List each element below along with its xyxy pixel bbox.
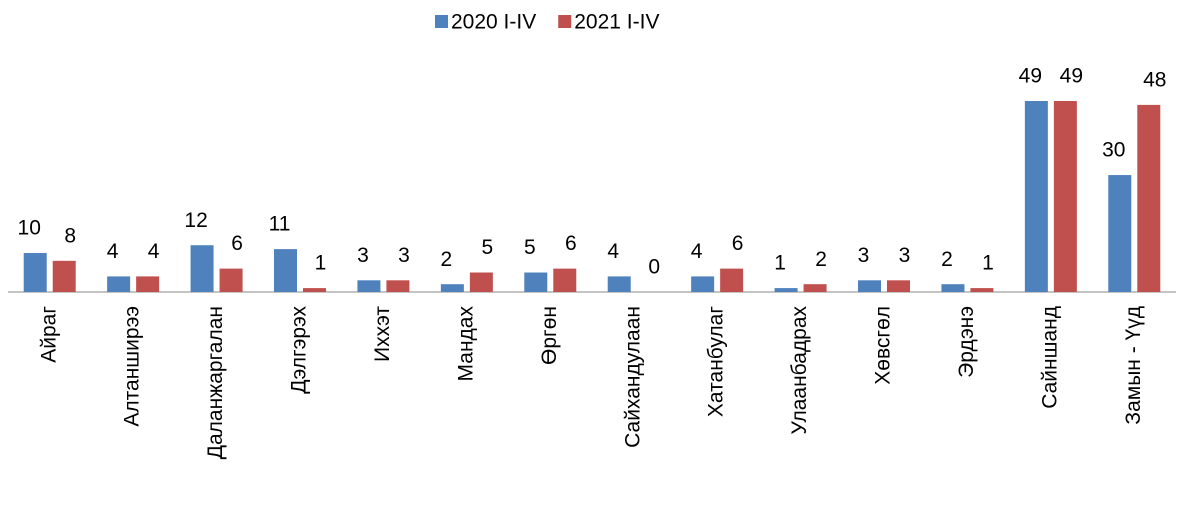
x-tick-label: Замын - Үүд — [1122, 306, 1145, 425]
data-label: 3 — [858, 244, 870, 267]
data-label: 5 — [482, 236, 494, 259]
data-label: 48 — [1143, 68, 1166, 91]
x-tick-label: Айраг — [37, 306, 60, 363]
data-label: 3 — [357, 244, 369, 267]
data-label: 1 — [982, 252, 994, 275]
bar — [1024, 101, 1048, 292]
bar — [440, 284, 464, 292]
data-label: 4 — [107, 240, 119, 263]
x-tick-label: Алтанширээ — [121, 306, 144, 427]
x-tick-label: Сайншанд — [1038, 306, 1061, 409]
bar — [107, 276, 131, 292]
data-label: 4 — [148, 240, 160, 263]
data-label: 2 — [441, 248, 453, 271]
data-label: 2 — [815, 248, 827, 271]
x-tick-label: Даланжаргалан — [204, 306, 227, 459]
data-label: 49 — [1060, 65, 1083, 88]
bar — [803, 284, 827, 292]
data-label: 49 — [1019, 65, 1042, 88]
bar — [274, 249, 297, 292]
bar — [357, 280, 381, 292]
bar — [219, 268, 243, 292]
data-label: 8 — [64, 224, 76, 247]
bar — [524, 272, 548, 292]
bar — [386, 280, 410, 292]
bar — [1137, 104, 1161, 293]
bar — [720, 268, 744, 292]
x-tick-label: Эрдэнэ — [955, 306, 978, 378]
data-label: 3 — [398, 244, 410, 267]
data-label: 2 — [941, 248, 953, 271]
data-label: 3 — [899, 244, 911, 267]
data-label: 5 — [524, 236, 536, 259]
x-tick-label: Сайхандулаан — [621, 306, 644, 448]
data-label: 0 — [648, 256, 660, 279]
bar — [1108, 175, 1132, 292]
data-label: 1 — [315, 252, 327, 275]
x-tick-label: Хатанбулаг — [705, 306, 728, 417]
bar — [607, 276, 631, 292]
bar — [1053, 101, 1077, 292]
data-label: 10 — [18, 217, 41, 240]
bar — [970, 288, 994, 292]
data-label: 4 — [691, 240, 703, 263]
data-label: 6 — [565, 232, 577, 255]
bar — [553, 268, 577, 292]
bar — [858, 280, 881, 292]
x-tick-label: Өргөн — [538, 306, 561, 365]
x-tick-label: Дэлгэрэх — [288, 306, 311, 394]
legend-label: 2020 I-IV — [451, 11, 536, 34]
bar — [887, 280, 910, 292]
x-tick-label: Иххэт — [371, 306, 394, 362]
data-label: 6 — [732, 232, 744, 255]
x-tick-label: Мандах — [454, 306, 477, 382]
data-label: 30 — [1102, 139, 1125, 162]
legend-swatch — [558, 15, 572, 28]
data-label: 6 — [231, 232, 243, 255]
bar — [303, 288, 326, 292]
bar — [774, 288, 798, 292]
legend-swatch — [435, 15, 448, 28]
data-label: 1 — [774, 252, 786, 275]
bar — [941, 284, 965, 292]
legend-label: 2021 I-IV — [574, 11, 659, 34]
bar — [52, 260, 76, 292]
x-tick-label: Улаанбадрах — [788, 306, 811, 435]
data-label: 4 — [607, 240, 619, 263]
x-tick-label: Хөвсгөл — [872, 306, 895, 385]
data-label: 11 — [269, 213, 291, 236]
bar — [190, 245, 214, 292]
bar — [469, 272, 493, 292]
data-label: 12 — [184, 209, 207, 232]
bar — [691, 276, 715, 292]
bar — [23, 253, 47, 292]
bar — [136, 276, 160, 292]
